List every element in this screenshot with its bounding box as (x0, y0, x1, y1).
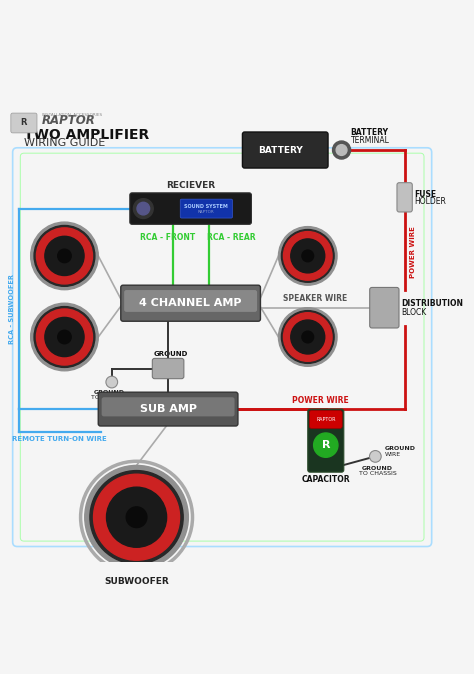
FancyBboxPatch shape (101, 397, 235, 417)
Circle shape (58, 249, 71, 263)
Circle shape (107, 487, 166, 547)
FancyBboxPatch shape (130, 193, 251, 224)
Circle shape (31, 303, 98, 371)
Circle shape (90, 470, 183, 564)
Text: 4 CHANNEL AMP: 4 CHANNEL AMP (139, 298, 242, 308)
FancyBboxPatch shape (310, 410, 342, 429)
Circle shape (291, 320, 325, 354)
Circle shape (302, 331, 314, 343)
Circle shape (126, 507, 147, 528)
Circle shape (36, 228, 92, 284)
Text: WIRING GUIDE: WIRING GUIDE (24, 138, 105, 148)
Circle shape (282, 230, 334, 282)
Text: REMOTE TURN-ON WIRE: REMOTE TURN-ON WIRE (12, 436, 107, 442)
Text: SUBWOOFER: SUBWOOFER (104, 577, 169, 586)
FancyBboxPatch shape (152, 359, 184, 379)
Circle shape (58, 330, 71, 344)
Circle shape (45, 237, 84, 276)
FancyBboxPatch shape (308, 409, 344, 472)
Circle shape (283, 232, 332, 280)
Circle shape (336, 145, 347, 156)
Text: TO CHASSIS: TO CHASSIS (91, 395, 128, 400)
Text: POWER WIRE: POWER WIRE (410, 226, 416, 278)
Text: TWO AMPLIFIER: TWO AMPLIFIER (24, 128, 149, 142)
Text: BATTERY: BATTERY (351, 129, 389, 137)
Circle shape (36, 309, 92, 365)
Circle shape (93, 474, 180, 560)
FancyBboxPatch shape (121, 285, 260, 321)
Text: POWER WIRE: POWER WIRE (292, 396, 348, 404)
Text: DISTRIBUTION: DISTRIBUTION (401, 299, 463, 308)
Text: INSTALLATION  ACCESSORIES: INSTALLATION ACCESSORIES (42, 113, 102, 117)
Text: GROUND: GROUND (384, 446, 415, 451)
Circle shape (45, 317, 84, 357)
Circle shape (106, 376, 118, 388)
Text: RCA - FRONT: RCA - FRONT (140, 233, 196, 243)
FancyBboxPatch shape (397, 183, 412, 212)
Text: BLOCK: BLOCK (159, 361, 182, 367)
Circle shape (291, 239, 325, 273)
Text: BATTERY: BATTERY (258, 146, 303, 154)
Circle shape (34, 307, 95, 367)
Circle shape (137, 202, 150, 215)
Circle shape (370, 450, 381, 462)
FancyBboxPatch shape (180, 199, 233, 218)
Text: GROUND: GROUND (94, 390, 125, 395)
Text: R: R (21, 119, 27, 127)
Circle shape (282, 311, 334, 363)
FancyBboxPatch shape (370, 287, 399, 328)
Circle shape (133, 199, 153, 218)
Text: RCA - SUBWOOFER: RCA - SUBWOOFER (9, 274, 15, 344)
Circle shape (314, 433, 338, 457)
Circle shape (31, 222, 98, 290)
Text: RAPTOR: RAPTOR (316, 417, 336, 422)
Text: SOUND SYSTEM: SOUND SYSTEM (184, 204, 228, 209)
Text: SPEAKER WIRE: SPEAKER WIRE (283, 295, 347, 303)
Text: RAPTOR: RAPTOR (198, 210, 215, 214)
Text: CAPACITOR: CAPACITOR (301, 475, 350, 485)
Text: HOLDER: HOLDER (415, 197, 447, 206)
Text: WIRE: WIRE (384, 452, 401, 457)
Text: TERMINAL: TERMINAL (351, 135, 390, 145)
FancyBboxPatch shape (124, 290, 257, 312)
Text: SUB AMP: SUB AMP (139, 404, 197, 414)
Circle shape (283, 313, 332, 361)
Text: TO CHASSIS: TO CHASSIS (359, 471, 396, 476)
Circle shape (279, 226, 337, 285)
Text: RCA - REAR: RCA - REAR (207, 233, 255, 243)
Text: RECIEVER: RECIEVER (166, 181, 215, 189)
Circle shape (302, 250, 314, 262)
Circle shape (279, 308, 337, 366)
FancyBboxPatch shape (11, 113, 37, 133)
FancyBboxPatch shape (98, 392, 238, 426)
Circle shape (85, 466, 188, 569)
Text: RAPTOR: RAPTOR (42, 114, 96, 127)
Circle shape (333, 141, 351, 159)
Text: GROUND: GROUND (362, 466, 393, 471)
Circle shape (34, 226, 95, 286)
Text: R: R (321, 440, 330, 450)
Text: GROUND: GROUND (153, 351, 188, 357)
FancyBboxPatch shape (242, 132, 328, 168)
Text: FUSE: FUSE (415, 190, 437, 199)
Text: BLOCK: BLOCK (401, 308, 427, 317)
